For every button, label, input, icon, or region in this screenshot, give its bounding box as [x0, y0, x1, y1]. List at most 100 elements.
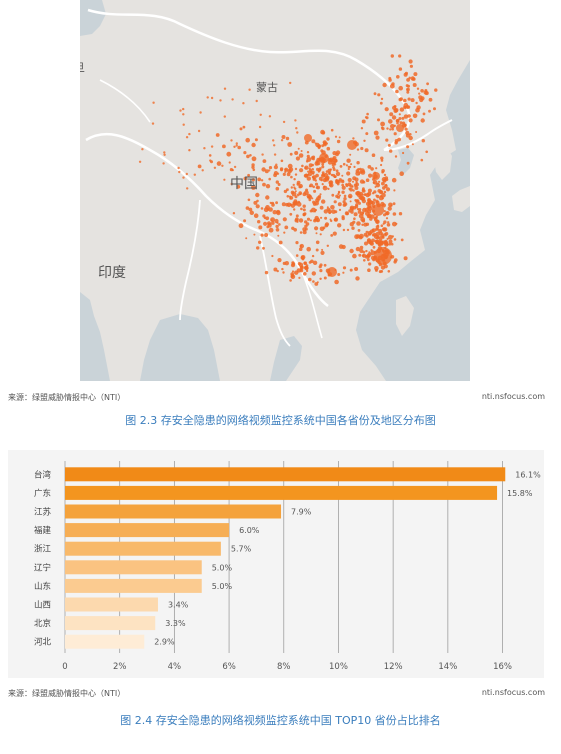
device-dot — [255, 99, 258, 103]
device-dot — [308, 167, 311, 170]
device-dot — [388, 234, 393, 240]
device-dot — [368, 262, 372, 266]
device-dot — [311, 163, 314, 167]
map-label-china: 中国 — [230, 176, 258, 192]
device-dot — [300, 207, 303, 211]
category-label: 广东 — [34, 488, 51, 499]
device-dot — [333, 217, 339, 222]
device-dot — [399, 97, 404, 101]
bar — [65, 467, 506, 482]
device-dot — [188, 132, 191, 136]
device-dot — [206, 96, 209, 99]
device-dot — [302, 204, 306, 208]
device-dot — [275, 163, 278, 166]
device-dot — [210, 145, 214, 148]
device-dot — [416, 87, 420, 90]
device-dot — [428, 97, 433, 102]
device-dot — [138, 160, 142, 163]
device-dot — [380, 156, 384, 160]
category-label: 山东 — [34, 581, 51, 592]
device-dot — [361, 223, 364, 226]
device-dot — [197, 129, 201, 133]
device-dot — [393, 108, 398, 114]
device-dot — [243, 219, 247, 223]
figure2-source-right: nti.nsfocus.com — [481, 688, 545, 697]
category-label: 浙江 — [34, 544, 52, 555]
device-dot — [258, 240, 262, 244]
device-dot — [261, 167, 266, 172]
device-dot — [401, 116, 405, 120]
device-dot — [374, 216, 378, 219]
device-dot — [270, 217, 275, 223]
device-dot — [305, 269, 309, 273]
device-dot — [387, 206, 392, 211]
device-dot — [312, 185, 315, 189]
device-dot — [257, 177, 262, 182]
device-dot — [349, 248, 354, 254]
device-dot — [375, 135, 380, 140]
device-dot — [316, 185, 320, 190]
device-dot — [355, 246, 361, 252]
device-dot — [295, 254, 299, 257]
device-dot — [300, 254, 306, 260]
device-dot — [365, 254, 369, 258]
device-dot — [361, 219, 366, 223]
data-label: 2.9% — [154, 638, 175, 647]
device-dot — [406, 145, 410, 149]
map-label-india: 印度 — [98, 265, 126, 281]
device-dot — [303, 261, 308, 266]
device-dot — [296, 201, 302, 207]
device-dot — [349, 153, 352, 156]
data-label: 16.1% — [515, 470, 541, 479]
device-dot — [428, 109, 431, 113]
device-dot — [163, 151, 166, 154]
device-dot — [299, 231, 303, 234]
device-dot — [385, 138, 389, 142]
device-dot — [338, 244, 344, 249]
device-dot — [398, 113, 401, 116]
device-dot — [296, 193, 300, 197]
device-dot — [398, 67, 403, 71]
device-dot — [368, 173, 373, 178]
device-dot — [325, 142, 328, 145]
device-dot — [380, 126, 384, 129]
device-dot — [399, 171, 405, 176]
device-dot — [338, 136, 341, 139]
gulf-of-thailand — [270, 336, 302, 381]
category-label: 江苏 — [34, 507, 52, 518]
device-dot — [291, 191, 297, 197]
device-dot — [264, 233, 269, 237]
device-dot — [396, 118, 400, 123]
device-dot — [222, 144, 226, 149]
device-dot — [339, 165, 343, 168]
device-dot — [387, 143, 391, 147]
device-dot — [364, 148, 369, 153]
device-dot — [305, 222, 310, 226]
figure1-source-left: 来源：绿盟威胁情报中心（NTI） — [8, 393, 126, 402]
device-dot — [334, 210, 338, 214]
device-dot — [294, 167, 298, 171]
device-dot — [319, 226, 325, 232]
device-dot — [280, 139, 284, 142]
device-dot — [282, 217, 287, 222]
device-dot — [286, 202, 292, 208]
device-dot — [298, 185, 302, 189]
device-dot — [286, 195, 290, 198]
device-dot — [310, 156, 314, 160]
hotspot-dot — [304, 134, 312, 142]
device-dot — [141, 148, 144, 151]
device-dot — [188, 149, 191, 152]
device-dot — [293, 178, 296, 181]
device-dot — [330, 205, 335, 210]
device-dot — [378, 190, 384, 195]
device-dot — [293, 228, 297, 232]
map-label-mongolia: 蒙古 — [256, 81, 278, 94]
device-dot — [342, 271, 345, 274]
device-dot — [356, 221, 361, 226]
device-dot — [311, 254, 315, 258]
device-dot — [223, 178, 226, 181]
device-dot — [393, 132, 397, 136]
device-dot — [389, 128, 392, 131]
bar — [65, 560, 202, 575]
device-dot — [390, 242, 394, 246]
